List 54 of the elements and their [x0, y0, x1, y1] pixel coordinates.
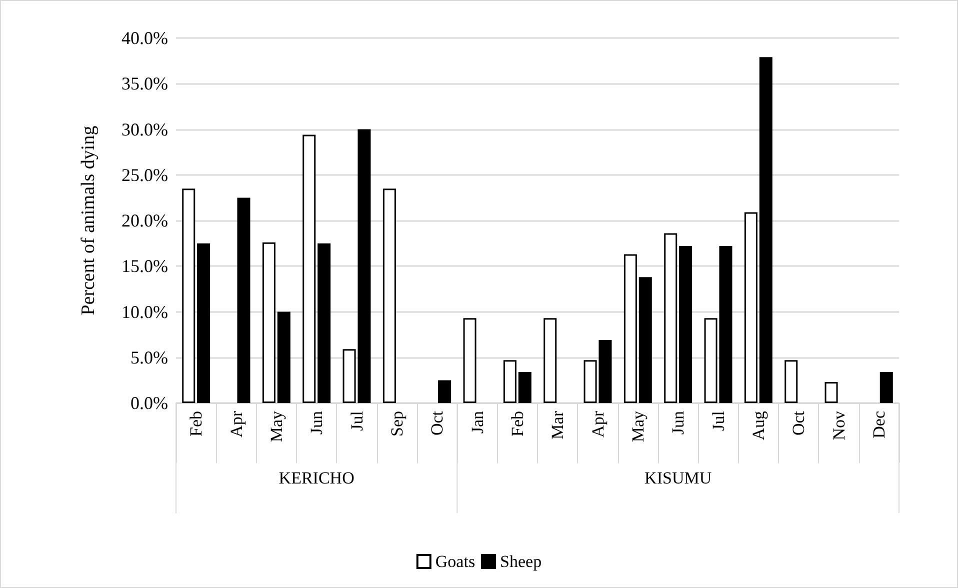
bar	[277, 312, 290, 403]
bar	[382, 188, 396, 403]
y-tick-label: 10.0%	[122, 302, 168, 322]
y-tick-label: 15.0%	[122, 256, 168, 276]
bar	[784, 360, 798, 403]
bar	[302, 134, 316, 403]
bar	[438, 380, 452, 403]
bar	[318, 243, 331, 403]
bar	[880, 372, 893, 403]
bar	[679, 246, 692, 403]
x-tick-label: May	[266, 410, 286, 442]
bar	[744, 212, 758, 403]
bar	[503, 360, 516, 403]
bar	[544, 318, 557, 403]
text: KERICHO	[278, 468, 354, 488]
y-tick-label: 20.0%	[122, 210, 168, 230]
y-axis-title: Percent of animals dying	[78, 125, 99, 316]
bar	[262, 242, 276, 403]
bar	[664, 233, 678, 403]
x-tick-label: May	[628, 410, 648, 442]
legend-label: Goats	[435, 552, 476, 571]
bar	[182, 188, 196, 403]
x-tick-label: Mar	[548, 410, 568, 440]
x-tick-label: Aug	[748, 410, 768, 440]
bar	[638, 277, 652, 403]
bar	[518, 372, 532, 403]
x-tick-label: Jun	[307, 410, 326, 435]
x-tick-label: Jul	[708, 410, 728, 431]
x-tick-label: Feb	[508, 411, 527, 436]
legend-label: Sheep	[500, 552, 542, 571]
x-tick-label: Apr	[226, 410, 246, 438]
bar	[624, 254, 637, 403]
x-tick-label: Jul	[347, 410, 366, 431]
x-tick-label: Jan	[468, 410, 487, 434]
x-tick-label: Dec	[869, 410, 888, 438]
bar	[824, 382, 838, 403]
bar	[759, 57, 772, 403]
y-tick-label: 0.0%	[130, 393, 168, 413]
bar	[463, 318, 476, 403]
y-tick-label: 40.0%	[122, 28, 168, 48]
x-tick-label: Apr	[588, 410, 608, 438]
y-tick-label: 25.0%	[122, 164, 168, 185]
x-tick-label: Nov	[829, 410, 848, 440]
x-tick-label: Oct	[428, 410, 447, 436]
y-tick-label: 35.0%	[122, 74, 168, 94]
x-tick-label: Jun	[668, 410, 688, 435]
y-tick-label: 30.0%	[122, 119, 168, 140]
text: KISUMU	[644, 468, 712, 488]
x-tick-label: Sep	[387, 411, 406, 436]
x-tick-label: Oct	[789, 410, 808, 436]
bar	[237, 198, 250, 403]
y-tick-label: 5.0%	[130, 347, 168, 368]
x-tick-label: Feb	[186, 411, 206, 436]
bar	[197, 243, 210, 403]
